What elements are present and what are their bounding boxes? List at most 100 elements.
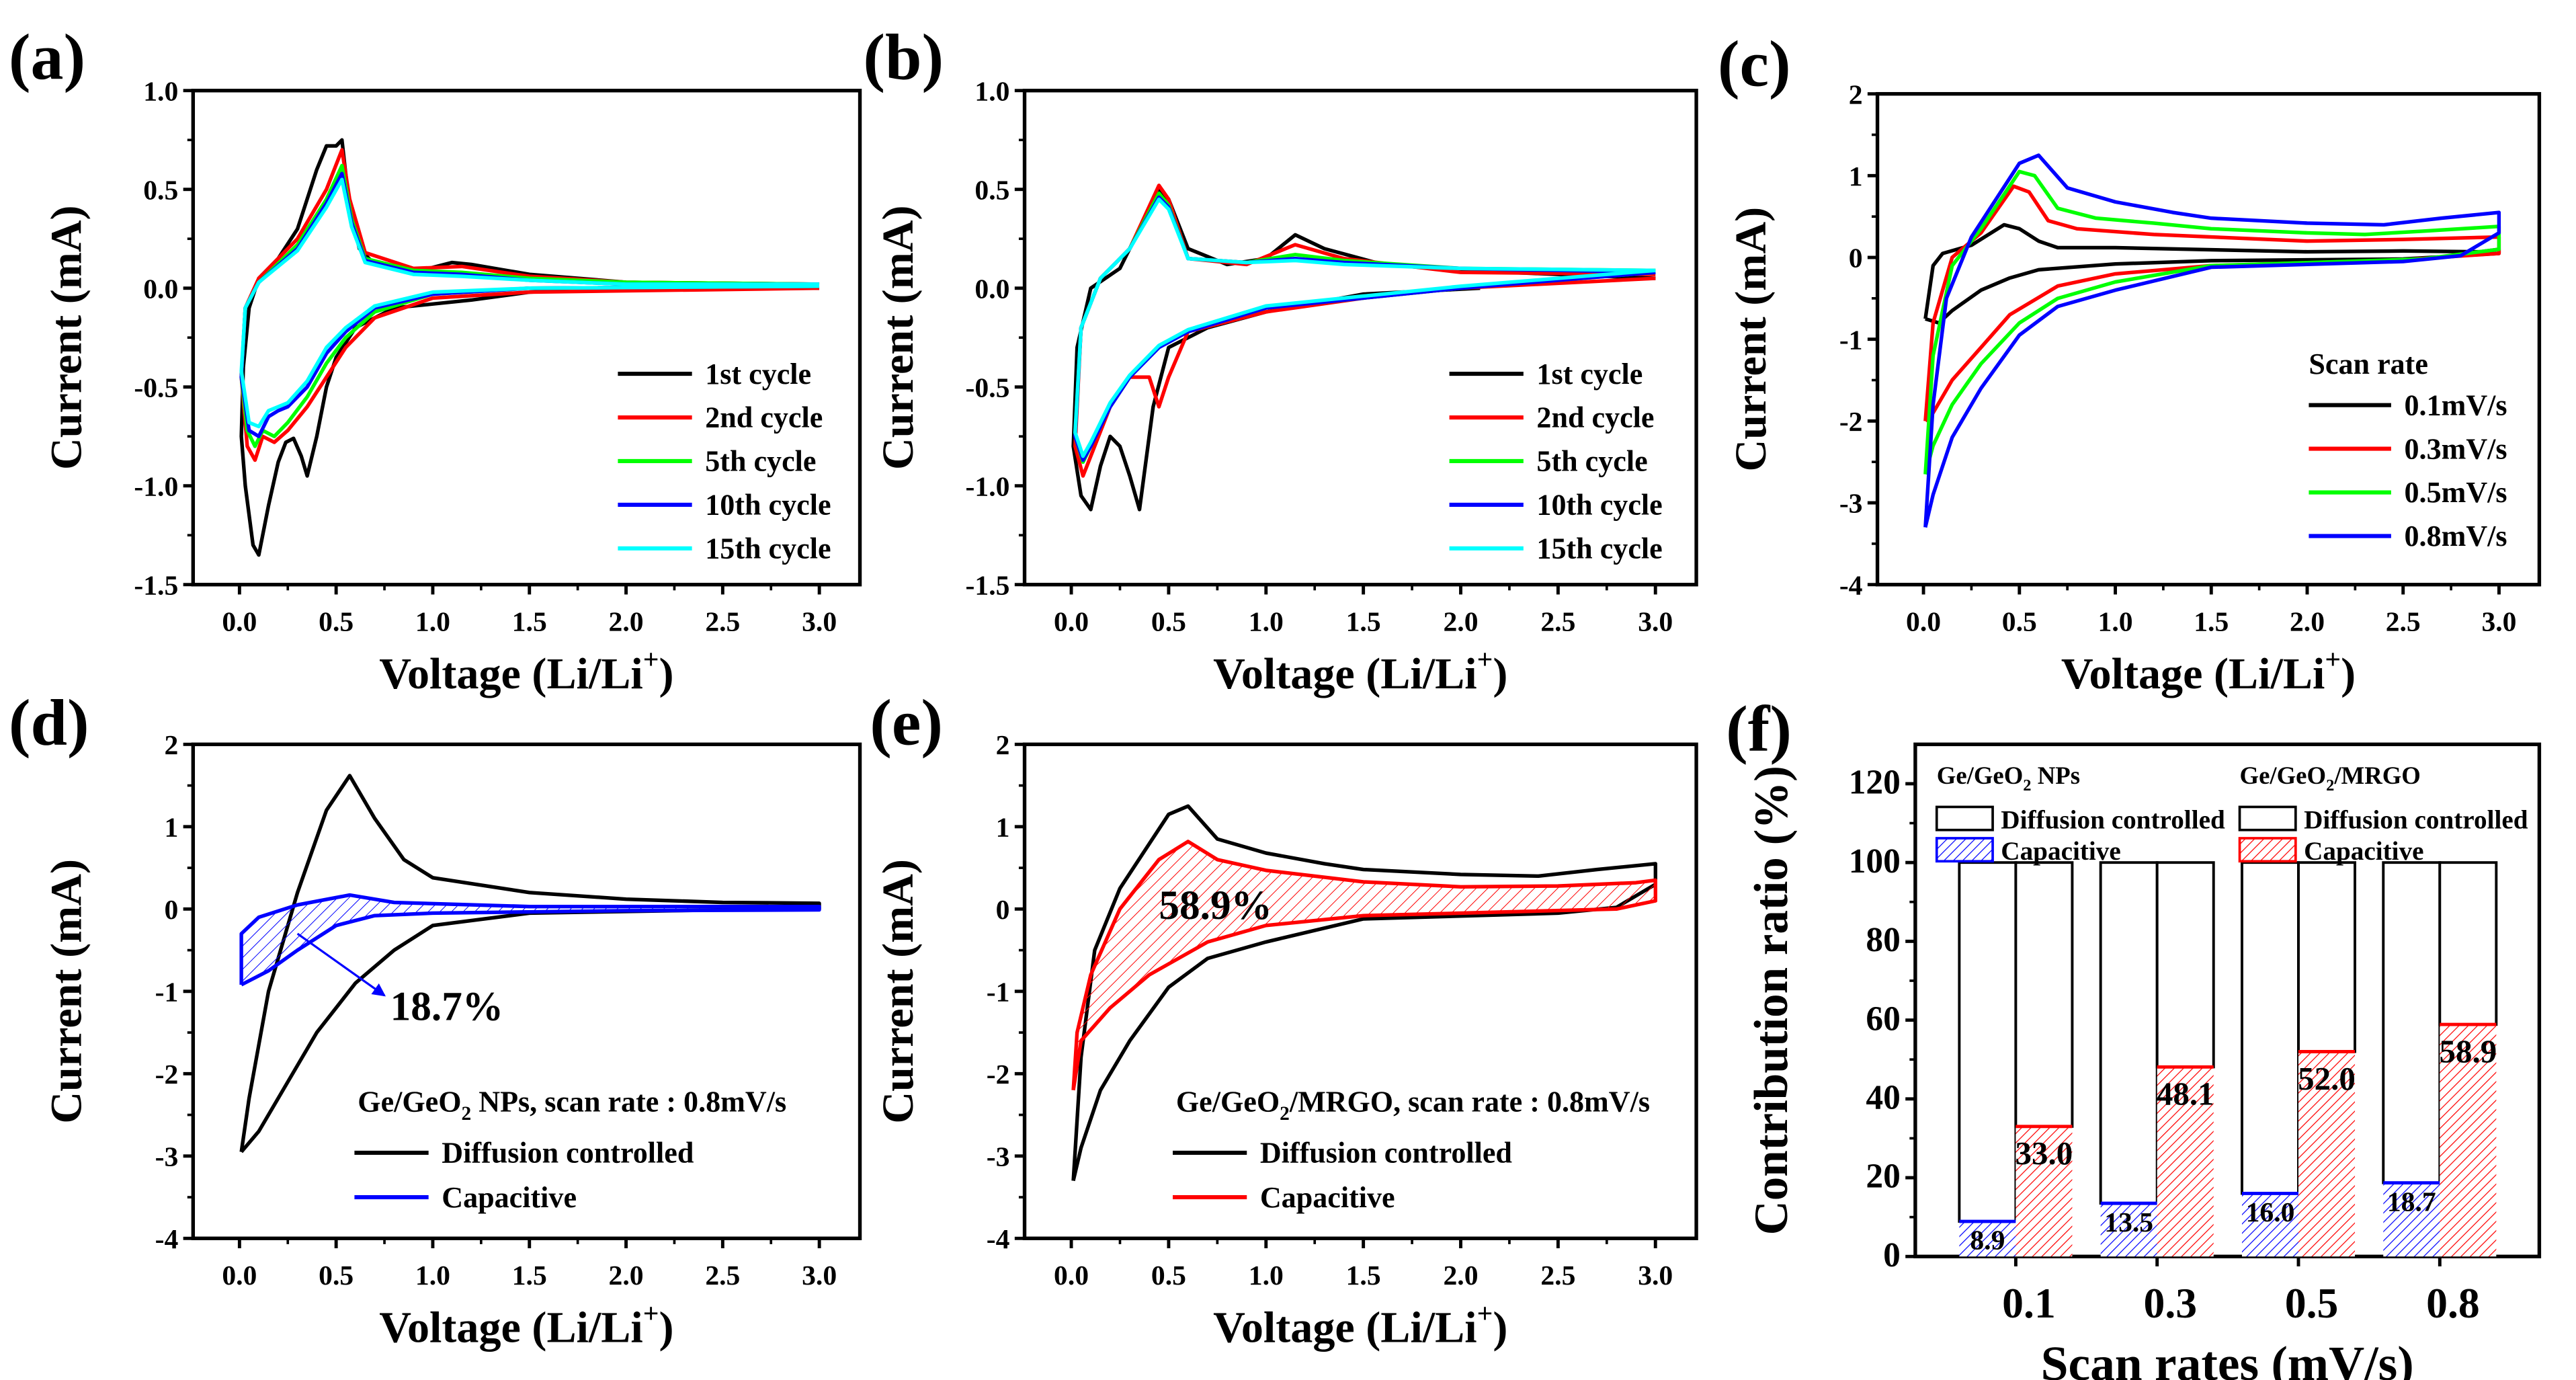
panel-label: (c) [1718,28,1791,100]
series-line-diffusion-controlled [239,774,821,1153]
x-tick-label: 3.0 [802,606,837,637]
bar-capacitive [2100,1203,2157,1257]
legend: Ge/GeO2 NPs, scan rate : 0.8mV/s Diffusio… [296,932,786,1214]
legend-label: 0.8mV/s [2405,520,2507,553]
x-axis-title-main: Voltage (Li/Li [1213,1303,1477,1352]
x-axis-title-superscript: + [2325,645,2341,676]
x-tick-label: 1.5 [512,1260,547,1291]
y-tick-label: -4 [1839,570,1863,601]
x-tick-label: 0.5 [2285,1279,2339,1327]
y-tick-label: 2 [1849,79,1863,110]
x-tick-label: 2.0 [609,1260,644,1291]
bar-diffusion-controlled [2014,861,2074,1128]
legend-label: Capacitive [2001,837,2121,866]
y-tick-label: -0.5 [134,372,178,403]
x-tick-label: 1.5 [512,606,547,637]
y-tick-label: -1 [155,977,179,1008]
legend-label: 5th cycle [705,445,816,478]
bar-value-label: 8.9 [1970,1225,2005,1256]
x-tick-label: 0.0 [1054,1260,1089,1291]
legend-label: Capacitive [442,1181,577,1214]
panel-label: (b) [863,22,944,94]
legend-title-part: Ge/GeO [1937,762,2024,789]
x-tick-label: 1.0 [415,1260,450,1291]
y-tick-label: -2 [987,1059,1010,1090]
series-group [239,138,820,557]
legend-group-title: Ge/GeO2/MRGO [2240,762,2421,795]
y-tick-label: 0 [1849,243,1863,274]
legend-title: Scan rate [2309,348,2428,380]
axes-4: -4 -3 -2 -1 0 1 2 Current (mA) 0.0 0.5 1.0 1.5 2.0 2.… [874,730,1698,1352]
x-tick-label: 1.5 [1346,1260,1381,1291]
bar-diffusion-controlled [2099,861,2159,1205]
legend-title-part: /MRGO [2333,762,2421,789]
legend-label: 15th cycle [1536,532,1662,565]
series-line-capacitive [1071,840,1658,1091]
axes-0: -1.5 -1.0 -0.5 0.0 0.5 1.0 Current (mA) 0.0 0.5 1… [42,76,862,698]
bar-value-label: 13.5 [2104,1207,2153,1238]
y-axis-title: Current (mA) [1727,207,1776,472]
legend-title-part: /MRGO, scan rate : 0.8mV/s [1289,1086,1650,1119]
x-tick-label: 0.5 [1151,606,1186,637]
legend-label: 15th cycle [705,532,831,565]
y-tick-label: 2 [996,730,1010,761]
series-line-0-8mv-s [1923,153,2501,528]
bar-value-label: 16.0 [2246,1197,2295,1228]
legend-title-subscript: 2 [2023,776,2031,795]
x-tick-label: 0.5 [319,1260,354,1291]
y-axis-title: Current (mA) [874,205,923,470]
y-axis-title: Current (mA) [42,205,91,470]
axes-3: -4 -3 -2 -1 0 1 2 Current (mA) 0.0 0.5 1.0 1.5 2.0 2.… [42,730,862,1352]
x-tick-label: 3.0 [1638,606,1673,637]
legend: 1st cycle 2nd cycle 5th cycle 10th cycle 15t… [618,358,831,565]
series-line-capacitive [239,893,821,987]
axes-5: 0 20 40 60 80 100 120 Contribution ratio (%) 0.1… [1745,742,2542,1380]
y-tick-label: -1 [1839,325,1863,356]
annotation-label: 18.7% [390,984,503,1030]
x-axis-title-superscript: + [1477,1298,1493,1329]
series-line-diffusion-controlled [1071,804,1658,1182]
y-tick-label: 60 [1866,1000,1900,1038]
bar-diffusion-controlled [2438,861,2498,1026]
bar-diffusion-controlled [2297,861,2356,1053]
y-tick-label: 0 [164,895,178,926]
bar-capacitive [2298,1051,2356,1257]
y-tick-label: 0 [1883,1236,1901,1274]
y-tick-label: 1 [164,813,178,844]
legend: Ge/GeO2/MRGO, scan rate : 0.8mV/s Diffusi… [1159,883,1650,1214]
y-tick-label: -1.0 [966,471,1010,502]
legend-title-subscript: 2 [462,1103,472,1125]
x-tick-label: 0.5 [1151,1260,1186,1291]
y-axis-title: Current (mA) [42,859,91,1124]
plot-frame [1875,91,2542,587]
x-axis-title-end: ) [1493,1303,1507,1352]
x-axis-title: Voltage (Li/Li+) [379,1298,673,1352]
bar-diffusion-controlled [2241,861,2300,1195]
annotation-label: 58.9% [1159,883,1272,928]
bar-capacitive [1959,1221,2016,1257]
x-tick-label: 2.5 [1540,1260,1575,1291]
x-tick-label: 2.5 [705,606,740,637]
x-tick-label: 0.3 [2143,1279,2197,1327]
y-tick-label: 20 [1866,1158,1900,1196]
series-line-15th-cycle [239,177,820,429]
legend: 1st cycle 2nd cycle 5th cycle 10th cycle 15t… [1449,358,1663,565]
legend-label: 2nd cycle [1536,401,1654,434]
y-tick-label: -1.5 [966,570,1010,601]
y-tick-label: 0.0 [974,274,1009,305]
bar-value-label: 33.0 [2016,1135,2073,1172]
y-tick-label: -2 [155,1059,179,1090]
legend-swatch-diffusion [2238,805,2297,831]
legend-label: 0.5mV/s [2405,476,2507,509]
y-tick-label: -4 [155,1224,179,1255]
legend-title-subscript: 2 [2326,776,2334,795]
legend-label: 0.3mV/s [2405,432,2507,465]
y-tick-label: -3 [987,1142,1010,1173]
y-tick-label: 0 [996,895,1010,926]
y-tick-label: -2 [1839,407,1863,438]
series-group [239,774,821,1153]
legend: Scan rate 0.1mV/s 0.3mV/s 0.5mV/s 0.8mV/s [2309,348,2507,553]
legend-title-part: Ge/GeO [1176,1086,1280,1119]
x-tick-label: 1.0 [2098,606,2133,637]
x-axis-title: Voltage (Li/Li+) [379,645,673,698]
